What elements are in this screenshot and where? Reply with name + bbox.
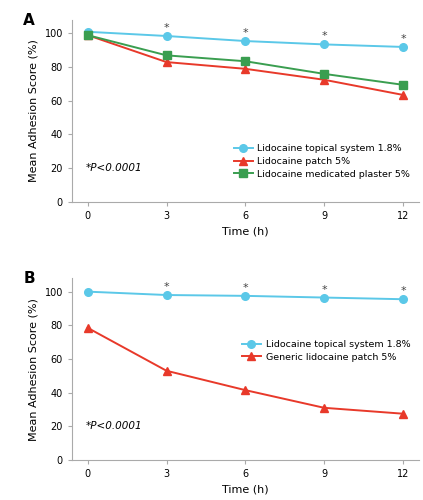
Lidocaine medicated plaster 5%: [243, 58, 248, 64]
Line: Lidocaine topical system 1.8%: Lidocaine topical system 1.8%: [84, 28, 407, 51]
Text: *: *: [242, 283, 248, 293]
Lidocaine medicated plaster 5%: [321, 71, 327, 77]
Lidocaine topical system 1.8%: [401, 44, 406, 50]
Text: *P<0.0001: *P<0.0001: [86, 163, 143, 173]
Text: *: *: [164, 23, 169, 33]
Generic lidocaine patch 5%: [85, 325, 90, 331]
X-axis label: Time (h): Time (h): [222, 226, 269, 236]
Y-axis label: Mean Adhesion Score (%): Mean Adhesion Score (%): [29, 40, 39, 182]
Lidocaine topical system 1.8%: [243, 293, 248, 299]
Generic lidocaine patch 5%: [243, 387, 248, 393]
Lidocaine topical system 1.8%: [243, 38, 248, 44]
X-axis label: Time (h): Time (h): [222, 484, 269, 494]
Line: Lidocaine topical system 1.8%: Lidocaine topical system 1.8%: [84, 288, 407, 303]
Line: Generic lidocaine patch 5%: Generic lidocaine patch 5%: [84, 324, 407, 418]
Line: Lidocaine patch 5%: Lidocaine patch 5%: [84, 32, 407, 98]
Generic lidocaine patch 5%: [321, 405, 327, 411]
Text: *: *: [164, 282, 169, 292]
Lidocaine medicated plaster 5%: [85, 32, 90, 38]
Lidocaine topical system 1.8%: [164, 292, 169, 298]
Text: B: B: [23, 271, 35, 286]
Lidocaine topical system 1.8%: [321, 42, 327, 48]
Text: A: A: [23, 12, 35, 28]
Text: *: *: [321, 32, 327, 42]
Legend: Lidocaine topical system 1.8%, Lidocaine patch 5%, Lidocaine medicated plaster 5: Lidocaine topical system 1.8%, Lidocaine…: [230, 140, 414, 182]
Text: *: *: [400, 34, 406, 44]
Lidocaine patch 5%: [164, 59, 169, 65]
Lidocaine medicated plaster 5%: [164, 52, 169, 59]
Lidocaine patch 5%: [321, 77, 327, 83]
Lidocaine topical system 1.8%: [85, 29, 90, 35]
Y-axis label: Mean Adhesion Score (%): Mean Adhesion Score (%): [29, 298, 39, 440]
Generic lidocaine patch 5%: [401, 410, 406, 416]
Lidocaine topical system 1.8%: [401, 296, 406, 302]
Legend: Lidocaine topical system 1.8%, Generic lidocaine patch 5%: Lidocaine topical system 1.8%, Generic l…: [238, 336, 414, 366]
Lidocaine topical system 1.8%: [164, 33, 169, 39]
Lidocaine patch 5%: [85, 32, 90, 38]
Lidocaine topical system 1.8%: [85, 288, 90, 294]
Lidocaine medicated plaster 5%: [401, 82, 406, 88]
Lidocaine patch 5%: [243, 66, 248, 72]
Line: Lidocaine medicated plaster 5%: Lidocaine medicated plaster 5%: [84, 32, 407, 88]
Lidocaine topical system 1.8%: [321, 294, 327, 300]
Text: *P<0.0001: *P<0.0001: [86, 421, 143, 431]
Lidocaine patch 5%: [401, 92, 406, 98]
Text: *: *: [321, 284, 327, 294]
Generic lidocaine patch 5%: [164, 368, 169, 374]
Text: *: *: [242, 28, 248, 38]
Text: *: *: [400, 286, 406, 296]
